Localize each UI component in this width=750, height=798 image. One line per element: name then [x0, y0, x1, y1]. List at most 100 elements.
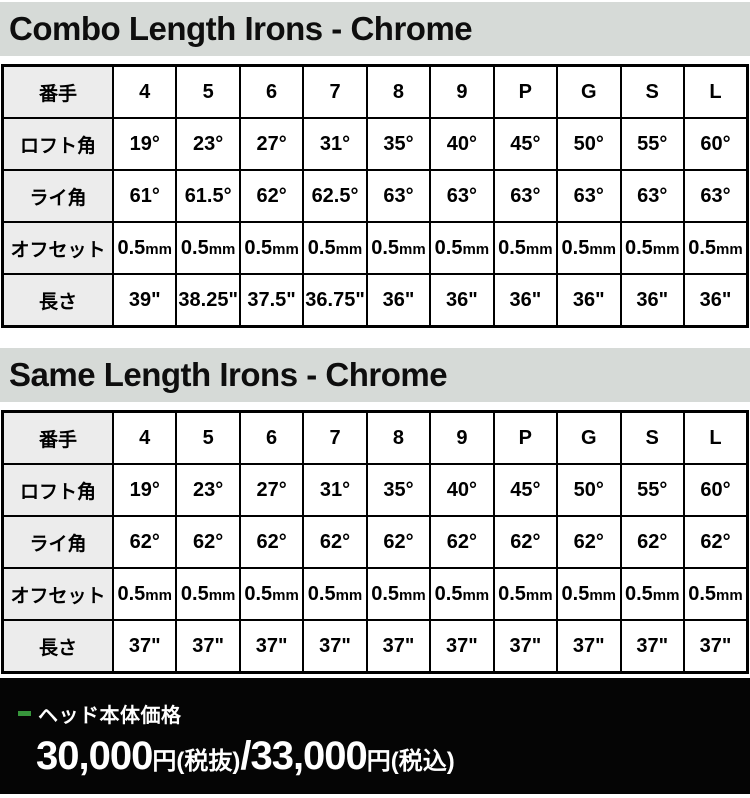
table-cell: 36": [492, 273, 559, 328]
table-cell: 0.5mm: [111, 221, 178, 275]
column-header-cell: P: [492, 410, 559, 465]
section-combo-length: Combo Length Irons - Chrome 番手 4 5 6 7 8 9 P G S L…: [0, 2, 750, 328]
table-cell: 0.5mm: [492, 221, 559, 275]
table-cell: 50°: [556, 463, 622, 517]
unit-label: mm: [716, 586, 743, 604]
table-cell: 0.5mm: [429, 567, 495, 621]
row-label: ロフト角: [1, 463, 114, 517]
price-label-row: ヘッド本体価格: [18, 699, 750, 728]
table-cell: 0.5mm: [682, 221, 749, 275]
column-header-cell: L: [682, 64, 749, 119]
table-cell: 37": [619, 619, 685, 674]
table-cell: 62°: [238, 515, 305, 569]
table-cell: 0.5mm: [619, 567, 685, 621]
unit-label: mm: [335, 240, 363, 258]
table-cell: 40°: [429, 117, 495, 171]
row-label: オフセット: [1, 567, 114, 621]
table-cell: 0.5mm: [238, 567, 305, 621]
table-cell: 0.5mm: [556, 567, 622, 621]
unit-label: mm: [589, 240, 617, 258]
table-cell: 62°: [175, 515, 241, 569]
row-label: オフセット: [1, 221, 114, 275]
column-header-cell: 8: [365, 64, 432, 119]
column-header-cell: 5: [175, 410, 241, 465]
table-cell: 0.5mm: [682, 567, 749, 621]
table-cell: 55°: [619, 117, 685, 171]
table-cell: 0.5mm: [302, 221, 368, 275]
table-cell: 62°: [238, 169, 305, 223]
table-cell: 61°: [111, 169, 178, 223]
price-part: 30,000: [36, 734, 153, 778]
table-cell: 36.75": [302, 273, 368, 328]
row-label: ロフト角: [1, 117, 114, 171]
table-cell: 0.5mm: [238, 221, 305, 275]
table-cell: 36": [556, 273, 622, 328]
price-footer: ヘッド本体価格 30,000円(税抜)/33,000円(税込): [0, 678, 750, 794]
table-cell: 63°: [365, 169, 432, 223]
column-header-cell: 4: [111, 64, 178, 119]
table-cell: 37": [302, 619, 368, 674]
spec-table-combo: 番手 4 5 6 7 8 9 P G S L ロフト角 19° 23° 27° 31° 35° 40° 45° 50°…: [1, 64, 749, 328]
table-cell: 63°: [492, 169, 559, 223]
table-cell: 62°: [682, 515, 749, 569]
table-cell: 0.5mm: [619, 221, 685, 275]
table-cell: 37.5": [238, 273, 305, 328]
price-label: ヘッド本体価格: [38, 705, 182, 727]
table-cell: 62°: [619, 515, 685, 569]
table-cell: 23°: [175, 463, 241, 517]
table-row: オフセット 0.5mm 0.5mm 0.5mm 0.5mm 0.5mm 0.5mm 0.5mm…: [1, 221, 749, 275]
table-cell: 31°: [302, 117, 368, 171]
title-band-combo: Combo Length Irons - Chrome: [0, 2, 750, 56]
table-cell: 62.5°: [302, 169, 368, 223]
unit-label: mm: [208, 240, 236, 258]
column-header-cell: 9: [429, 64, 495, 119]
unit-label: mm: [525, 240, 553, 258]
title-band-same: Same Length Irons - Chrome: [0, 348, 750, 402]
table-cell: 0.5mm: [111, 567, 178, 621]
table-cell: 60°: [682, 463, 749, 517]
table-row: ライ角 62° 62° 62° 62° 62° 62° 62° 62° 62° 62°: [1, 515, 749, 569]
price-part: (税抜): [176, 748, 241, 775]
table-cell: 45°: [492, 463, 559, 517]
table-cell: 60°: [682, 117, 749, 171]
unit-label: mm: [145, 240, 172, 258]
unit-label: mm: [652, 586, 680, 604]
column-header-cell: 7: [302, 64, 368, 119]
unit-label: mm: [462, 586, 490, 604]
table-cell: 39": [111, 273, 178, 328]
column-header-cell: 6: [238, 410, 305, 465]
table-cell: 37": [556, 619, 622, 674]
table-cell: 63°: [682, 169, 749, 223]
column-header-cell: 5: [175, 64, 241, 119]
table-cell: 55°: [619, 463, 685, 517]
row-label: 番手: [1, 64, 114, 119]
table-cell: 0.5mm: [429, 221, 495, 275]
table-cell: 27°: [238, 117, 305, 171]
table-cell: 62°: [492, 515, 559, 569]
unit-label: mm: [589, 586, 617, 604]
table-cell: 0.5mm: [556, 221, 622, 275]
table-cell: 0.5mm: [365, 221, 432, 275]
table-cell: 45°: [492, 117, 559, 171]
table-cell: 62°: [111, 515, 178, 569]
table-cell: 19°: [111, 117, 178, 171]
unit-label: mm: [335, 586, 363, 604]
table-cell: 38.25": [175, 273, 241, 328]
row-label: ライ角: [1, 515, 114, 569]
table-cell: 40°: [429, 463, 495, 517]
column-header-cell: S: [619, 64, 685, 119]
row-label: 長さ: [1, 619, 114, 674]
table-row: ライ角 61° 61.5° 62° 62.5° 63° 63° 63° 63° 63° 63°: [1, 169, 749, 223]
table-cell: 27°: [238, 463, 305, 517]
table-cell: 63°: [556, 169, 622, 223]
table-cell: 36": [682, 273, 749, 328]
table-cell: 37": [429, 619, 495, 674]
table-cell: 36": [429, 273, 495, 328]
table-cell: 36": [365, 273, 432, 328]
table-header-row: 番手 4 5 6 7 8 9 P G S L: [1, 64, 749, 119]
unit-label: mm: [652, 240, 680, 258]
price-part: 円: [366, 748, 391, 775]
table-row: オフセット 0.5mm 0.5mm 0.5mm 0.5mm 0.5mm 0.5mm 0.5mm…: [1, 567, 749, 621]
table-cell: 36": [619, 273, 685, 328]
